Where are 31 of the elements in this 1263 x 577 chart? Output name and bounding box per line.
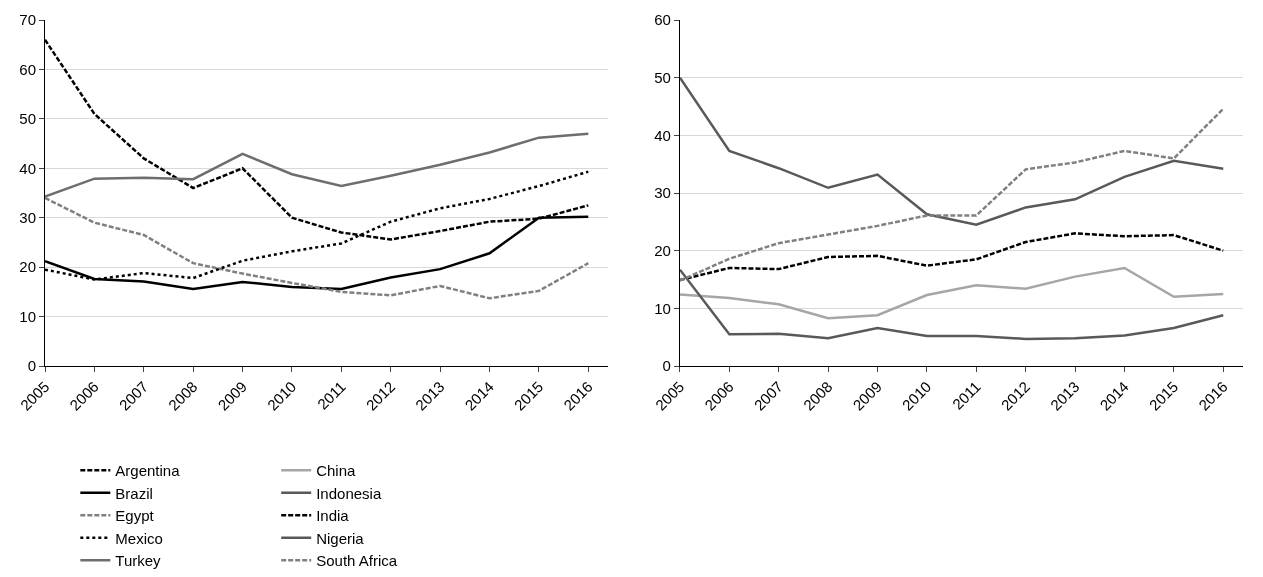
legend-label: South Africa [316, 552, 398, 570]
legend-label: Nigeria [316, 529, 365, 547]
y-tick-label: 30 [19, 208, 36, 226]
y-tick-label: 70 [19, 11, 36, 29]
legend-label: Mexico [115, 529, 163, 547]
y-tick-label: 0 [27, 357, 36, 375]
line-series [679, 268, 1225, 341]
y-tick-label: 10 [654, 299, 671, 317]
y-tick-label: 50 [19, 110, 36, 128]
y-tick-label: 30 [654, 184, 671, 202]
y-tick-label: 40 [654, 126, 671, 144]
legend-label: Egypt [115, 507, 155, 525]
y-tick-label: 50 [654, 68, 671, 86]
legend-label: Brazil [115, 484, 153, 502]
y-tick-label: 40 [19, 159, 36, 177]
legend-label: Argentina [115, 462, 181, 480]
y-tick-label: 10 [19, 307, 36, 325]
line-series [679, 266, 1225, 320]
legend-label: Indonesia [316, 484, 382, 502]
line-series [45, 132, 590, 198]
y-tick-label: 20 [19, 258, 36, 276]
y-tick-label: 20 [654, 241, 671, 259]
legend-label: Turkey [115, 552, 162, 570]
legend-label: China [316, 462, 357, 480]
line-series [679, 107, 1225, 282]
line-series [45, 196, 590, 300]
y-tick-label: 60 [19, 60, 36, 78]
line-series [679, 76, 1225, 226]
y-tick-label: 60 [654, 11, 671, 29]
y-tick-label: 0 [662, 357, 671, 375]
legend-label: India [316, 507, 350, 525]
